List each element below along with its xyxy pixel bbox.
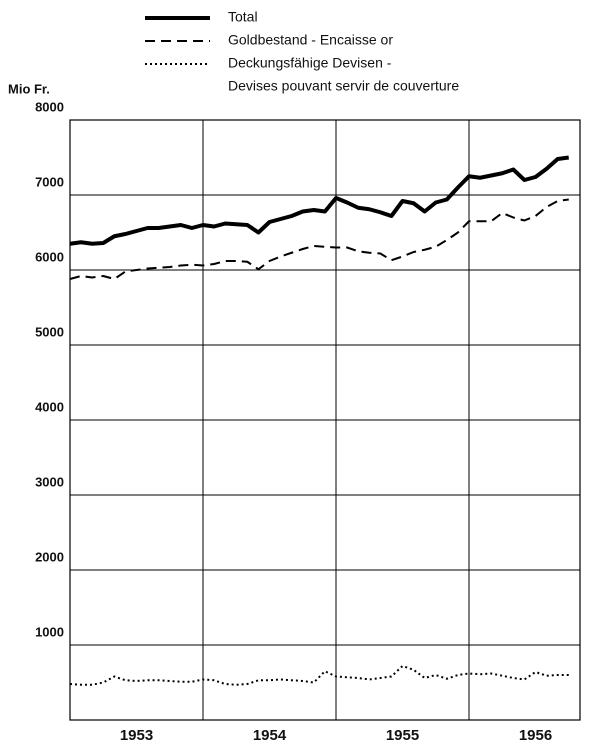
legend-label: Deckungsfähige Devisen - — [228, 55, 392, 71]
y-tick-label: 2000 — [35, 549, 64, 564]
y-tick-label: 7000 — [35, 174, 64, 189]
y-tick-label: 6000 — [35, 249, 64, 264]
x-tick-label: 1954 — [253, 727, 287, 744]
y-tick-label: 5000 — [35, 324, 64, 339]
y-tick-label: 3000 — [35, 474, 64, 489]
y-axis-label: Mio Fr. — [8, 81, 50, 96]
x-tick-label: 1953 — [120, 727, 153, 744]
legend-label: Goldbestand - Encaisse or — [228, 32, 393, 48]
y-tick-label: 1000 — [35, 624, 64, 639]
x-tick-label: 1955 — [386, 727, 419, 744]
y-tick-label: 8000 — [35, 99, 64, 114]
x-tick-label: 1956 — [519, 727, 552, 744]
legend-label: Devises pouvant servir de couverture — [228, 78, 459, 94]
series-line — [69, 198, 569, 280]
y-tick-label: 4000 — [35, 399, 64, 414]
series-line — [69, 155, 570, 246]
series-line — [69, 665, 569, 686]
legend-label: Total — [228, 9, 258, 25]
